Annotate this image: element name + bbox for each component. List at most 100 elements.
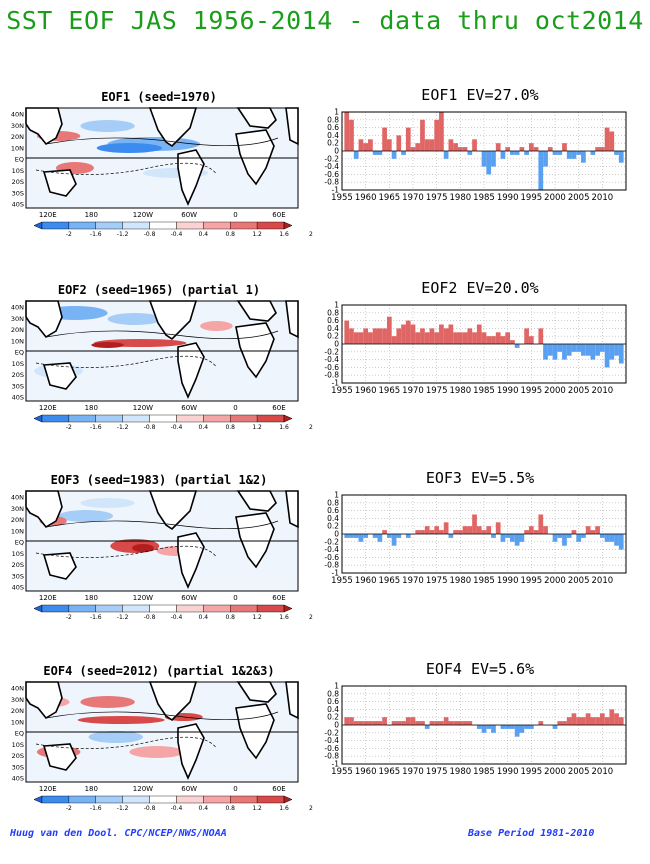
colorbar-label: 1.2 — [252, 805, 262, 812]
bar — [358, 721, 364, 725]
land-mass — [235, 512, 275, 569]
colorbar-segment — [176, 604, 204, 613]
anomaly-region — [77, 716, 165, 724]
bar-chart-title: EOF2 EV=20.0% — [421, 279, 539, 297]
eof-bar-chart: -1-0.8-0.6-0.4-0.200.20.40.60.81 1955 1960… — [324, 682, 627, 777]
longitude-label: 180 — [85, 404, 98, 412]
bar — [457, 530, 463, 534]
bar — [581, 717, 586, 725]
latitude-label: 30S — [12, 763, 24, 771]
map-frame — [25, 681, 299, 783]
bar — [372, 534, 378, 538]
bar — [618, 717, 624, 725]
map-title: EOF4 (seed=2012) (partial 1&2&3) — [43, 664, 275, 678]
longitude-label: 60E — [272, 211, 285, 219]
y-tick-label: 0.8 — [327, 115, 339, 124]
y-tick-label: 0 — [334, 147, 339, 156]
anomaly-region — [96, 143, 162, 153]
latitude-label: 20N — [11, 516, 24, 524]
colorbar-segment — [68, 221, 96, 230]
colorbar-segment — [203, 221, 231, 230]
bar — [368, 139, 373, 151]
x-tick-label: 1980 — [450, 767, 472, 777]
land-mass — [235, 129, 275, 186]
y-tick-label: 0.8 — [327, 498, 339, 507]
bar — [614, 534, 619, 546]
bar — [562, 721, 567, 725]
bar — [386, 139, 392, 151]
bar — [472, 332, 477, 344]
bar — [519, 534, 525, 542]
bar — [405, 320, 411, 344]
bar — [420, 328, 425, 344]
colorbar-label: -1.2 — [117, 614, 129, 621]
bar — [396, 328, 402, 344]
bar — [614, 151, 619, 155]
bar — [505, 534, 511, 538]
latitude-label: 20N — [11, 326, 24, 334]
bar — [533, 530, 539, 534]
bar — [581, 151, 586, 163]
y-tick-label: 0.2 — [327, 522, 339, 531]
bar — [363, 534, 369, 538]
bar — [500, 151, 506, 159]
longitude-label: 60E — [272, 785, 285, 793]
bar — [344, 320, 350, 344]
colorbar-arrow-left — [33, 221, 43, 230]
colorbar-arrow-right — [283, 414, 293, 423]
bar — [382, 717, 387, 725]
x-tick-label: 1975 — [426, 193, 448, 203]
colorbar-segment — [149, 221, 177, 230]
anomaly-region — [88, 731, 143, 743]
bar — [481, 725, 487, 733]
y-tick-label: 1 — [334, 491, 339, 500]
bar — [538, 151, 544, 190]
sst-eof-map: 40N 30N 20N 10N EQ 10S 20S 30S 40S 120E 180 120W 60W… — [11, 107, 313, 238]
bar — [604, 717, 610, 725]
bar — [618, 344, 624, 364]
x-tick-label: 1975 — [426, 767, 448, 777]
bar — [566, 534, 572, 538]
land-mass — [42, 743, 77, 771]
bar — [358, 534, 364, 542]
colorbar-label: -2 — [66, 614, 72, 621]
page-title: SST EOF JAS 1956-2014 - data thru oct201… — [6, 6, 644, 35]
y-tick-label: 0.6 — [327, 316, 339, 325]
x-tick-label: 2005 — [568, 576, 590, 586]
bar — [462, 332, 468, 344]
bar — [453, 332, 458, 344]
latitude-label: 20N — [11, 133, 24, 141]
land-mass — [42, 552, 77, 580]
longitude-label: 180 — [85, 211, 98, 219]
colorbar-segment — [41, 795, 70, 804]
bar — [377, 151, 383, 155]
bar — [415, 721, 421, 725]
bar — [476, 324, 482, 344]
bar — [562, 534, 567, 546]
bar — [595, 344, 600, 356]
longitude-label: 120E — [39, 785, 57, 793]
x-tick-label: 1970 — [402, 193, 424, 203]
longitude-label: 120W — [133, 404, 153, 412]
land-mass — [148, 681, 198, 722]
anomaly-region — [80, 120, 135, 132]
x-tick-label: 2005 — [568, 386, 590, 396]
latitude-label: EQ — [15, 156, 24, 164]
bar — [491, 725, 496, 733]
x-tick-label: 1960 — [355, 576, 377, 586]
bar — [571, 344, 577, 352]
bar — [472, 514, 477, 534]
x-tick-label: 1985 — [473, 767, 495, 777]
bar — [405, 127, 411, 151]
bar — [439, 530, 444, 534]
latitude-label: 30N — [11, 315, 24, 323]
plot-frame — [341, 111, 627, 191]
bar — [481, 151, 487, 167]
bar — [415, 530, 421, 534]
bar — [358, 332, 364, 344]
y-tick-label: 0.6 — [327, 697, 339, 706]
bar — [614, 713, 619, 725]
colorbar-label: 2 — [309, 805, 313, 812]
bar — [618, 534, 624, 550]
latitude-label: EQ — [15, 539, 24, 547]
